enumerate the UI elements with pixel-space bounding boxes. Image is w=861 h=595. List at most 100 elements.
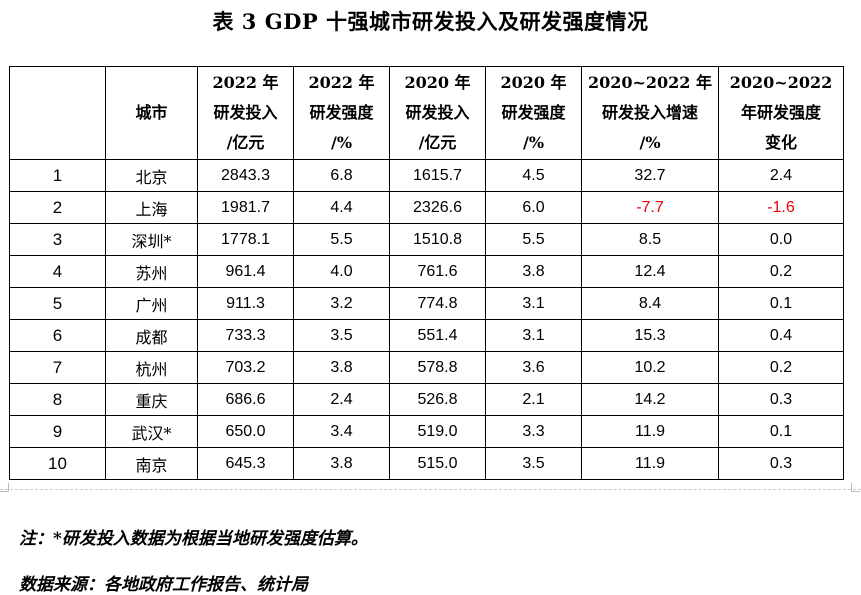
cell-rd-growth: 10.2	[581, 351, 719, 384]
cell-rd-2022: 686.6	[197, 383, 294, 416]
cell-rank: 7	[9, 351, 106, 384]
table-row: 1 北京 2843.3 6.8 1615.7 4.5 32.7 2.4	[9, 159, 844, 192]
header-cell-5: 2020 年研发强度 /%	[485, 66, 582, 160]
table-row: 2 上海 1981.7 4.4 2326.6 6.0 -7.7 -1.6	[9, 191, 844, 224]
table-title: 表 3 GDP 十强城市研发投入及研发强度情况	[212, 9, 649, 34]
table-row: 4 苏州 961.4 4.0 761.6 3.8 12.4 0.2	[9, 255, 844, 288]
cell-intensity-2022: 3.8	[293, 351, 390, 384]
cell-rd-2022: 1981.7	[197, 191, 294, 224]
cell-city: 成都	[105, 319, 198, 352]
header-line: 2020 年	[500, 73, 567, 92]
cell-rd-2022: 961.4	[197, 255, 294, 288]
cell-intensity-2020: 3.1	[485, 319, 582, 352]
table-body: 1 北京 2843.3 6.8 1615.7 4.5 32.7 2.4 2 上海 1981.7 4.4…	[9, 159, 844, 480]
header-line: /%	[330, 133, 353, 152]
header-line: 研发强度	[501, 103, 566, 122]
cell-intensity-2020: 3.8	[485, 255, 582, 288]
header-line: 2022 年	[212, 73, 279, 92]
header-cell-2: 2022 年研发投入/亿元	[197, 66, 294, 160]
table-row: 10 南京 645.3 3.8 515.0 3.5 11.9 0.3	[9, 447, 844, 480]
cell-city: 杭州	[105, 351, 198, 384]
cell-intensity-change: 0.0	[718, 223, 844, 256]
cell-rd-growth: 12.4	[581, 255, 719, 288]
cell-rd-growth: 11.9	[581, 415, 719, 448]
cell-intensity-2022: 5.5	[293, 223, 390, 256]
cell-rd-2022: 733.3	[197, 319, 294, 352]
cell-intensity-change: 0.2	[718, 351, 844, 384]
cell-rd-2020: 519.0	[389, 415, 486, 448]
header-line: 2022 年	[308, 73, 375, 92]
header-line: 变化	[764, 133, 797, 152]
page-corner-mark-right	[851, 483, 860, 492]
cell-rank: 9	[9, 415, 106, 448]
cell-rank: 2	[9, 191, 106, 224]
cell-rd-2022: 645.3	[197, 447, 294, 480]
cell-rd-2022: 1778.1	[197, 223, 294, 256]
cell-intensity-2022: 6.8	[293, 159, 390, 192]
cell-rank: 5	[9, 287, 106, 320]
cell-intensity-2020: 3.3	[485, 415, 582, 448]
cell-intensity-change: 0.1	[718, 415, 844, 448]
cell-rd-growth: 11.9	[581, 447, 719, 480]
header-line: 2020 年	[404, 73, 471, 92]
header-line: 研发投入增速	[601, 103, 698, 122]
header-cell-7: 2020~2022 年研发强度 变化	[718, 66, 844, 160]
footnote: 注：*研发投入数据为根据当地研发强度估算。	[19, 529, 368, 549]
cell-city: 上海	[105, 191, 198, 224]
page-corner-mark-left	[0, 483, 9, 492]
cell-rd-growth: 8.5	[581, 223, 719, 256]
page-break-rule	[0, 489, 861, 490]
cell-rd-growth: -7.7	[581, 191, 719, 224]
header-line: /%	[639, 133, 661, 152]
cell-rd-growth: 8.4	[581, 287, 719, 320]
header-line: 城市	[135, 103, 168, 122]
cell-rd-2022: 2843.3	[197, 159, 294, 192]
cell-rd-2020: 515.0	[389, 447, 486, 480]
cell-city: 北京	[105, 159, 198, 192]
header-line: /亿元	[418, 133, 457, 152]
cell-rd-2020: 1615.7	[389, 159, 486, 192]
header-line: 研发投入	[405, 103, 470, 122]
cell-intensity-2020: 4.5	[485, 159, 582, 192]
header-cell-1: 城市	[105, 66, 198, 160]
cell-intensity-2020: 5.5	[485, 223, 582, 256]
cell-city: 广州	[105, 287, 198, 320]
data-source: 数据来源：各地政府工作报告、统计局	[19, 575, 308, 595]
cell-intensity-2020: 3.5	[485, 447, 582, 480]
cell-intensity-change: 0.2	[718, 255, 844, 288]
cell-intensity-2022: 3.4	[293, 415, 390, 448]
cell-intensity-2020: 3.1	[485, 287, 582, 320]
cell-intensity-2022: 3.2	[293, 287, 390, 320]
header-cell-rank	[9, 66, 106, 160]
cell-rank: 1	[9, 159, 106, 192]
cell-rd-2020: 578.8	[389, 351, 486, 384]
header-line: 研发投入	[213, 103, 278, 122]
cell-rd-2020: 551.4	[389, 319, 486, 352]
cell-city: 深圳*	[105, 223, 198, 256]
cell-intensity-change: 0.3	[718, 447, 844, 480]
header-row: 城市 2022 年研发投入/亿元 2022 年研发强度/% 2020 年研发投入/亿元…	[9, 66, 844, 160]
cell-intensity-2022: 3.8	[293, 447, 390, 480]
rd-table: 城市 2022 年研发投入/亿元 2022 年研发强度/% 2020 年研发投入/亿元…	[9, 66, 844, 480]
cell-city: 武汉*	[105, 415, 198, 448]
cell-intensity-2022: 2.4	[293, 383, 390, 416]
cell-intensity-change: 0.1	[718, 287, 844, 320]
table-row: 9 武汉* 650.0 3.4 519.0 3.3 11.9 0.1	[9, 415, 844, 448]
header-cell-6: 2020~2022 年研发投入增速 /%	[581, 66, 719, 160]
table-row: 3 深圳* 1778.1 5.5 1510.8 5.5 8.5 0.0	[9, 223, 844, 256]
cell-intensity-2022: 4.0	[293, 255, 390, 288]
cell-rd-growth: 14.2	[581, 383, 719, 416]
cell-rd-2020: 2326.6	[389, 191, 486, 224]
cell-rd-2020: 1510.8	[389, 223, 486, 256]
cell-intensity-2022: 3.5	[293, 319, 390, 352]
cell-intensity-2020: 3.6	[485, 351, 582, 384]
cell-rd-growth: 15.3	[581, 319, 719, 352]
cell-rank: 4	[9, 255, 106, 288]
header-line: 2020~2022	[729, 73, 833, 92]
cell-rank: 6	[9, 319, 106, 352]
cell-intensity-2022: 4.4	[293, 191, 390, 224]
cell-rd-growth: 32.7	[581, 159, 719, 192]
table-row: 6 成都 733.3 3.5 551.4 3.1 15.3 0.4	[9, 319, 844, 352]
cell-rank: 8	[9, 383, 106, 416]
cell-city: 重庆	[105, 383, 198, 416]
